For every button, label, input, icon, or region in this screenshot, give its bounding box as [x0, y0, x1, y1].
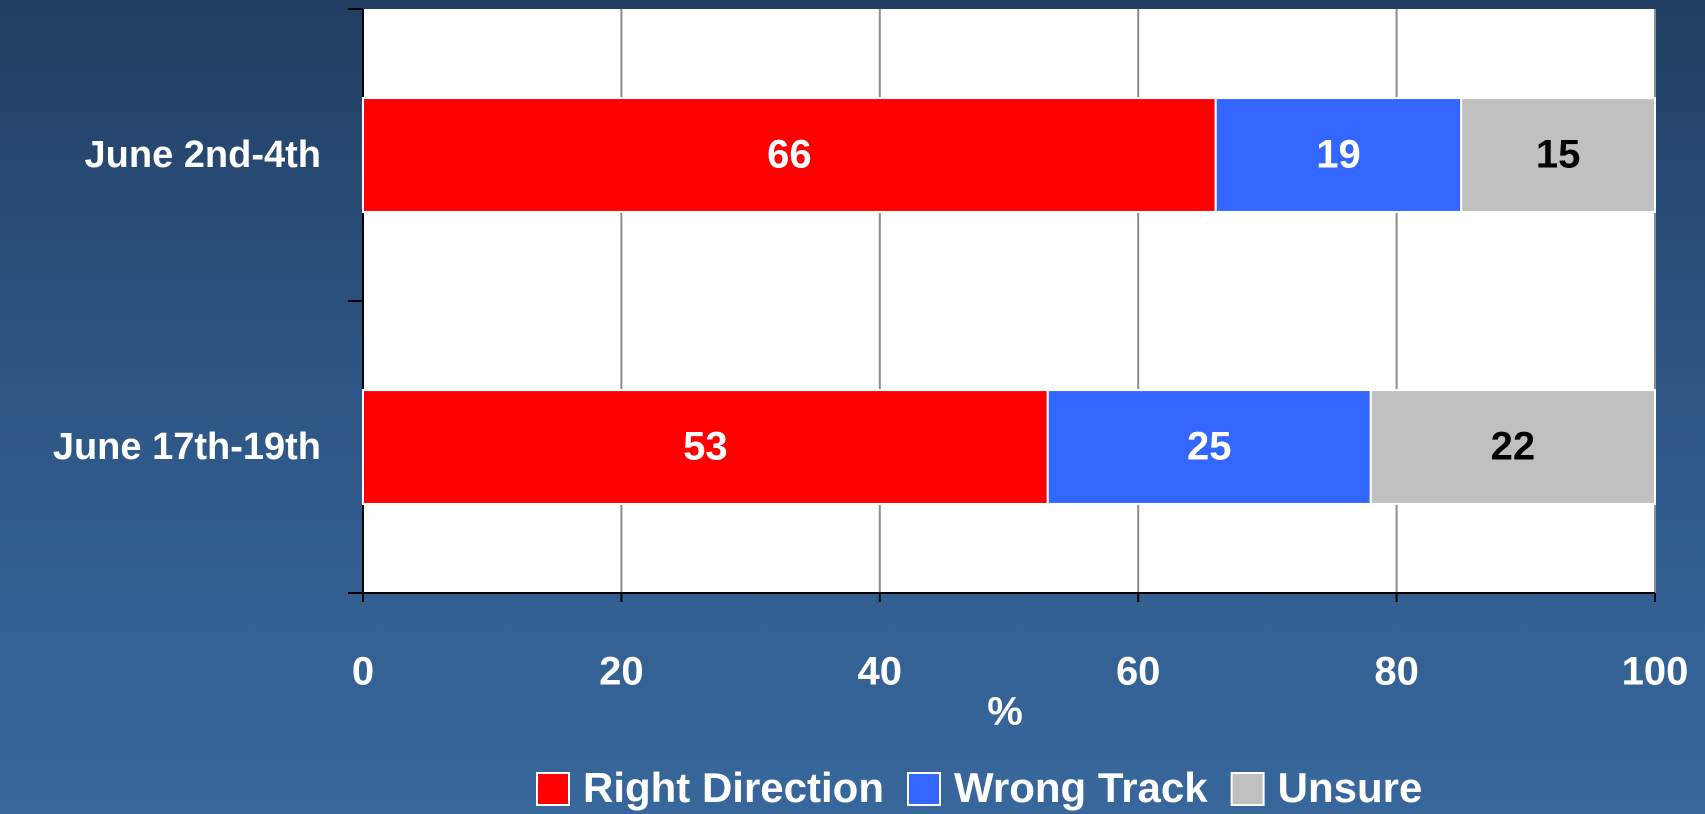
plot-area	[363, 9, 1655, 593]
x-tick-label: 0	[352, 650, 374, 694]
legend-label: Wrong Track	[954, 764, 1208, 811]
data-label: 22	[1491, 425, 1536, 469]
bar-segment	[362, 97, 1217, 213]
y-tick-label: June 2nd-4th	[85, 134, 321, 176]
x-tick-label: 80	[1374, 650, 1419, 694]
bar-segment	[1460, 97, 1656, 213]
x-tick-label: 20	[599, 650, 644, 694]
x-axis-label: %	[987, 690, 1023, 734]
legend-label: Right Direction	[583, 764, 884, 811]
x-tick-label: 100	[1622, 650, 1689, 694]
x-tick-label: 40	[858, 650, 903, 694]
y-tick-label: June 17th-19th	[53, 426, 321, 468]
legend-label: Unsure	[1278, 764, 1423, 811]
x-tick-label: 60	[1116, 650, 1161, 694]
data-label: 15	[1536, 133, 1581, 177]
bar-segment	[1369, 389, 1656, 505]
legend-swatch	[536, 772, 570, 806]
data-label: 19	[1316, 133, 1361, 177]
data-label: 66	[767, 133, 812, 177]
data-label: 53	[683, 425, 728, 469]
data-label: 25	[1187, 425, 1232, 469]
legend-swatch	[907, 772, 941, 806]
bar-segment	[1214, 97, 1463, 213]
legend-swatch	[1230, 772, 1265, 806]
